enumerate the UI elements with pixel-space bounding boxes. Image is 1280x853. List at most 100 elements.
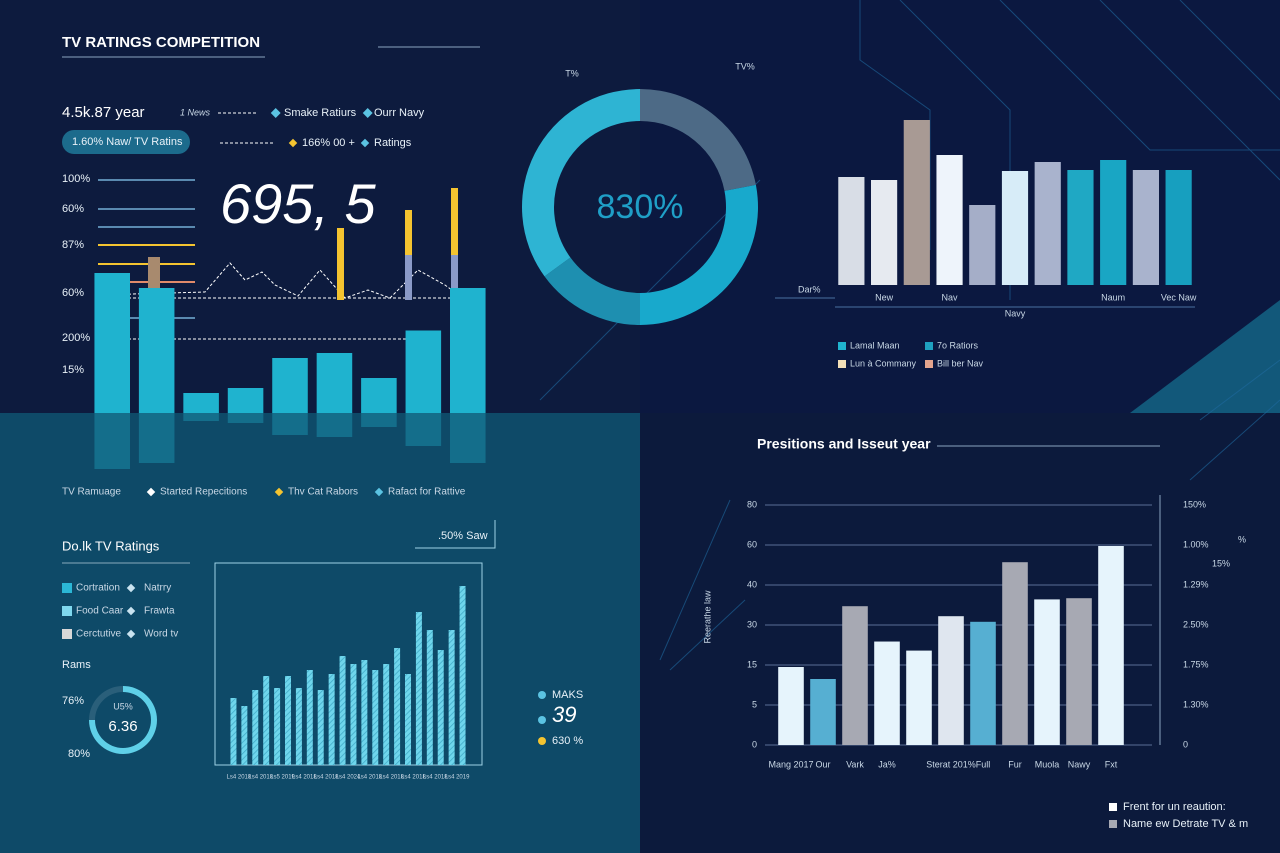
x-tick-label: Ja% xyxy=(878,759,896,769)
marker xyxy=(362,108,373,118)
legend: TV Ramuage Started Repecitions Thv Cat Rab… xyxy=(62,487,466,498)
bar xyxy=(459,586,466,765)
bar-reflection xyxy=(316,413,353,437)
axis-label: 60% xyxy=(62,203,84,215)
x-tick-label: Ls5 2019 xyxy=(270,775,295,781)
legend-label: Lamal Maan xyxy=(850,340,900,350)
bar xyxy=(272,358,308,413)
bar xyxy=(317,690,324,765)
legend-label: Cortration xyxy=(76,583,120,594)
x-tick-label: Naum xyxy=(1101,292,1125,302)
legend-swatch xyxy=(62,583,72,593)
bar xyxy=(285,676,291,765)
bar xyxy=(241,706,248,765)
bar xyxy=(383,664,390,765)
legend-label: Frawta xyxy=(144,606,175,617)
legend-marker xyxy=(146,487,156,497)
x-tick-label: Ls4 2018 xyxy=(357,775,382,781)
bar xyxy=(903,120,930,285)
title: TV RATINGS COMPETITION xyxy=(62,34,260,51)
bar xyxy=(1002,562,1028,745)
decor xyxy=(1130,300,1280,413)
bar xyxy=(936,155,963,285)
bar xyxy=(448,630,455,765)
y-tick-label: 15 xyxy=(747,659,757,669)
axis-label: 100% xyxy=(62,173,90,185)
bar xyxy=(1098,546,1124,745)
bar xyxy=(405,674,411,765)
bar xyxy=(252,690,259,765)
bar xyxy=(1165,170,1192,285)
x-tick-label: Fxt xyxy=(1105,759,1118,769)
panel-title: Presitions and Isseut year xyxy=(757,436,931,452)
bar xyxy=(1034,599,1060,745)
pie-label: TV% xyxy=(735,61,755,71)
y2-tick-label: 1.29% xyxy=(1183,579,1209,589)
bar xyxy=(230,698,237,765)
bar xyxy=(295,688,302,765)
y2-tick-label: 150% xyxy=(1183,499,1206,509)
bar xyxy=(1100,160,1127,285)
legend-swatch xyxy=(62,606,72,616)
x-tick-label: Full xyxy=(976,759,991,769)
x-tick-label: Vark xyxy=(846,759,864,769)
pill-text: 1.60% Naw/ TV Ratins xyxy=(72,136,183,148)
axis-labels: 100% 60% 87% 60% 200% 15% xyxy=(62,173,90,376)
label: Smake Ratiurs xyxy=(284,107,357,119)
y-tick-label: 60 xyxy=(747,539,757,549)
bar xyxy=(426,630,433,765)
x-tick-label: Vec Naw xyxy=(1161,292,1197,302)
x-tick-label: Ls4 2018 xyxy=(292,775,317,781)
x-tick-label: Sterat 201% xyxy=(926,759,976,769)
legend-marker xyxy=(274,487,284,497)
pie-slice xyxy=(544,257,640,325)
x-tick-label: Fur xyxy=(1008,759,1022,769)
decor-lines xyxy=(539,0,1280,671)
pie-slice xyxy=(89,686,123,720)
legend-swatch xyxy=(62,629,72,639)
bar xyxy=(328,674,335,765)
bar xyxy=(450,288,486,413)
decor xyxy=(415,520,496,549)
legend-swatch xyxy=(1109,820,1117,828)
legend-label: Cerctutive xyxy=(76,629,121,640)
panel xyxy=(0,413,640,853)
bar xyxy=(316,353,353,413)
y-tick-label: 80 xyxy=(747,499,757,509)
marker xyxy=(538,737,546,745)
bar xyxy=(1001,171,1029,285)
bar xyxy=(306,670,313,765)
bar-reflection xyxy=(227,413,264,423)
bar xyxy=(415,612,422,765)
y-axis-label: Reerathe law xyxy=(702,590,712,644)
bar xyxy=(394,648,401,765)
bar-reflection xyxy=(183,413,219,421)
x-tick-label: Ls4 2019 xyxy=(445,775,470,781)
legend-label: Lun à Commany xyxy=(850,358,917,368)
bar xyxy=(361,378,397,413)
bar xyxy=(1132,170,1159,285)
marker xyxy=(538,691,546,699)
y-axis-label: Dar% xyxy=(798,284,821,294)
bar xyxy=(263,676,270,765)
pie-center-label: 830% xyxy=(597,188,684,226)
label: Rams xyxy=(62,659,91,671)
label: 80% xyxy=(68,748,90,760)
x-tick-label: Muola xyxy=(1035,759,1060,769)
x-tick-label: New xyxy=(875,292,894,302)
bar xyxy=(350,664,357,765)
y-tick-label: 30 xyxy=(747,619,757,629)
ring-value: 6.36 xyxy=(108,718,137,735)
bar-reflection xyxy=(361,413,397,427)
value: 39 xyxy=(552,702,576,727)
x-tick-label: Ls4 2018 xyxy=(401,775,426,781)
ring-label: U5% xyxy=(113,701,133,711)
bar xyxy=(778,667,804,745)
bar xyxy=(1034,162,1061,285)
y2-tick-label: 1.00% xyxy=(1183,539,1209,549)
legend-label: Rafact for Rattive xyxy=(388,487,466,498)
legend-label: Thv Cat Rabors xyxy=(288,487,358,498)
label: Ratings xyxy=(374,137,412,149)
legend-swatch xyxy=(838,360,846,368)
bar xyxy=(970,621,996,745)
